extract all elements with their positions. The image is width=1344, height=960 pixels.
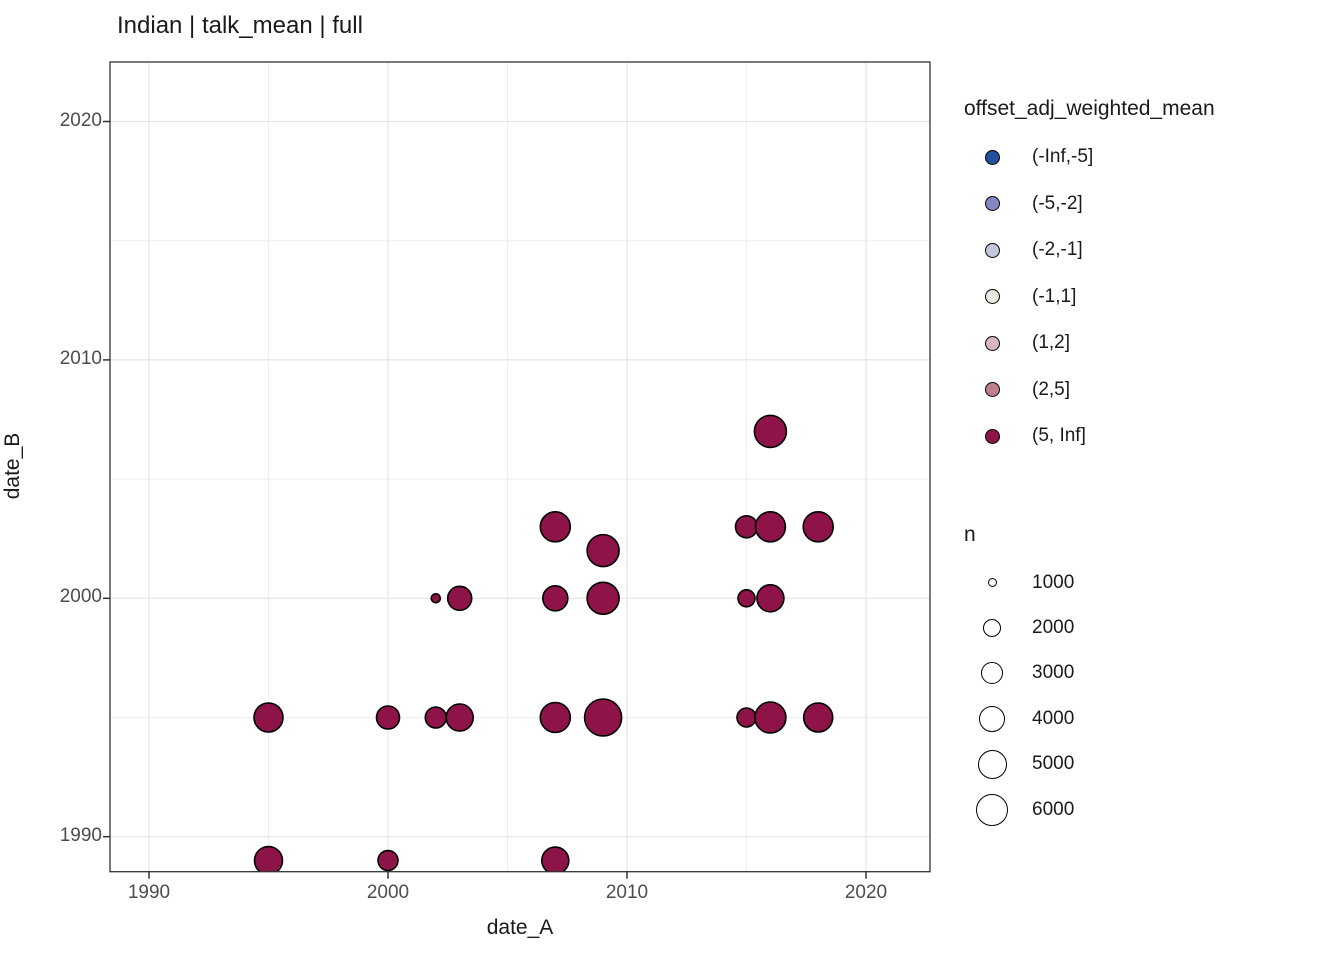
legend-key-slot <box>972 705 1012 732</box>
legend-item-label: 2000 <box>1032 617 1075 639</box>
data-point <box>736 707 757 728</box>
data-point <box>586 533 620 568</box>
data-point <box>375 705 401 730</box>
legend-key-slot <box>972 382 1012 398</box>
data-point <box>539 510 572 543</box>
legend-item-label: (-1,1] <box>1032 285 1077 307</box>
legend-item-label: (-2,-1] <box>1032 239 1083 261</box>
legend-key-slot <box>972 578 1012 588</box>
data-point <box>446 585 473 612</box>
data-point <box>754 701 787 734</box>
y-tick-label: 2020 <box>59 109 102 131</box>
data-point <box>541 846 570 872</box>
legend-item: (1,2] <box>964 320 1334 367</box>
x-axis-title: date_A <box>486 916 554 939</box>
legend-item-label: (2,5] <box>1032 378 1071 400</box>
data-point <box>445 703 475 732</box>
legend-item: 1000 <box>964 560 1334 605</box>
data-point <box>253 702 284 733</box>
legend-item: (-5,-2] <box>964 181 1334 228</box>
legend-key-slot <box>972 335 1012 351</box>
legend-item: 5000 <box>964 742 1334 787</box>
legend-item-label: (5, Inf] <box>1032 425 1086 447</box>
size-key-icon <box>981 662 1003 685</box>
legend-key-slot <box>972 289 1012 305</box>
legend-item: 6000 <box>964 787 1334 832</box>
legend-key-slot <box>972 662 1012 685</box>
color-legend-items: (-Inf,-5] (-5,-2] (-2,-1] (-1,1] (1,2] (2,5] (… <box>964 134 1334 460</box>
data-point <box>586 581 620 616</box>
y-tick-label: 2010 <box>59 347 102 369</box>
legend-item: 4000 <box>964 696 1334 741</box>
panel-background <box>110 62 930 872</box>
legend-item: (-2,-1] <box>964 227 1334 274</box>
legend-item-label: (-5,-2] <box>1032 192 1083 214</box>
data-point <box>377 849 399 872</box>
legend-item: (-1,1] <box>964 274 1334 321</box>
legend-key-slot <box>972 149 1012 165</box>
color-key-icon <box>984 149 1000 165</box>
color-key-icon <box>984 242 1000 258</box>
data-point <box>541 584 569 612</box>
x-tick-label: 1990 <box>127 882 171 903</box>
y-tick-label: 1990 <box>59 824 102 846</box>
panel-border <box>109 61 931 873</box>
legend-item-label: 4000 <box>1032 707 1075 729</box>
data-point <box>802 510 835 543</box>
legend-key-slot <box>972 749 1012 779</box>
size-legend: n 1000 2000 3000 4000 5000 6000 <box>964 522 1334 832</box>
data-point <box>430 592 442 604</box>
size-key-icon <box>979 705 1005 732</box>
legend-item: (-Inf,-5] <box>964 134 1334 181</box>
legend-item: (2,5] <box>964 367 1334 414</box>
legend-item-label: (1,2] <box>1032 332 1071 354</box>
data-point <box>737 588 756 608</box>
data-point <box>802 702 834 733</box>
data-point <box>734 514 759 539</box>
size-key-icon <box>976 793 1008 826</box>
x-tick-label: 2000 <box>366 882 410 903</box>
chart-title: Indian | talk_mean | full <box>117 12 363 39</box>
x-tick-label: 2020 <box>844 882 888 903</box>
legend-item: 3000 <box>964 651 1334 696</box>
legend-item: (5, Inf] <box>964 413 1334 460</box>
data-point <box>753 414 788 449</box>
size-legend-items: 1000 2000 3000 4000 5000 6000 <box>964 560 1334 832</box>
color-key-icon <box>984 382 1000 398</box>
legend-item-label: 3000 <box>1032 662 1075 684</box>
color-key-icon <box>984 428 1000 444</box>
data-point <box>424 706 448 729</box>
data-point <box>253 845 284 872</box>
legend-key-slot <box>972 428 1012 444</box>
legend-item: 2000 <box>964 605 1334 650</box>
legend-key-slot <box>972 793 1012 826</box>
color-key-icon <box>984 335 1000 351</box>
legend-item-label: 6000 <box>1032 798 1075 820</box>
size-legend-title: n <box>964 523 976 546</box>
data-point <box>754 510 787 543</box>
legend-key-slot <box>972 196 1012 212</box>
x-tick-label: 2010 <box>605 882 649 903</box>
size-key-icon <box>987 578 997 588</box>
color-key-icon <box>984 196 1000 212</box>
y-axis-title: date_B <box>1 432 24 500</box>
legend-item-label: 5000 <box>1032 753 1075 775</box>
data-point <box>539 701 572 734</box>
legend-key-slot <box>972 242 1012 258</box>
data-point <box>756 583 785 613</box>
legend-item-label: (-Inf,-5] <box>1032 146 1094 168</box>
legend-key-slot <box>972 619 1012 638</box>
data-point <box>583 698 623 737</box>
legend-item-label: 1000 <box>1032 571 1075 593</box>
color-legend: offset_adj_weighted_mean (-Inf,-5] (-5,-2… <box>964 96 1334 460</box>
color-legend-title: offset_adj_weighted_mean <box>964 97 1215 120</box>
size-key-icon <box>977 749 1007 779</box>
size-key-icon <box>983 619 1001 638</box>
color-key-icon <box>984 289 1000 305</box>
y-tick-label: 2000 <box>59 586 102 608</box>
